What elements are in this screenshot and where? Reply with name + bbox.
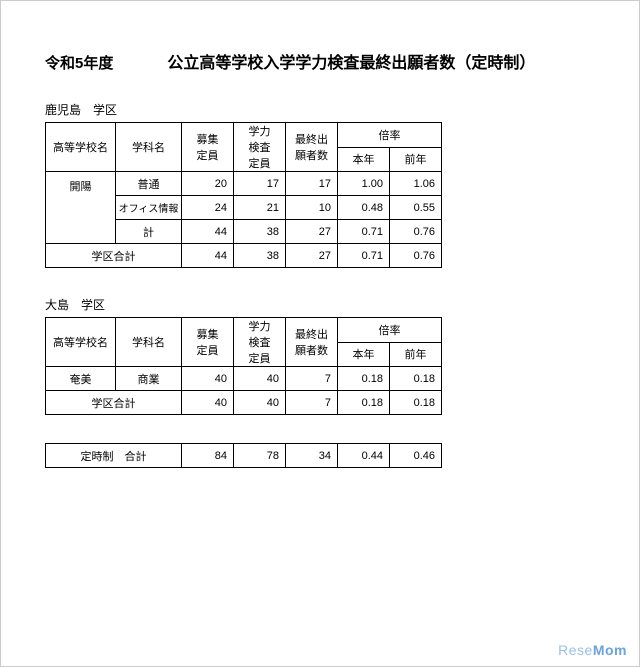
district-table: 高等学校名 学科名 募集 定員 学力 検査 定員 最終出 願者数 倍率 本年 前…: [45, 122, 442, 268]
cell-cy: 0.48: [338, 196, 390, 220]
grand-total-row: 定時制 合計 84 78 34 0.44 0.46: [46, 444, 442, 468]
col-prev-year: 前年: [390, 147, 442, 172]
cell-cy: 0.44: [338, 444, 390, 468]
cell-exam: 40: [234, 391, 286, 415]
cell-apps: 27: [286, 244, 338, 268]
col-ratio: 倍率: [338, 318, 442, 343]
cell-apps: 34: [286, 444, 338, 468]
cell-exam: 78: [234, 444, 286, 468]
era-label: 令和5年度: [45, 52, 113, 73]
cell-dept: 計: [116, 220, 182, 244]
table-row: 開陽 普通 20 17 17 1.00 1.06: [46, 172, 442, 196]
cell-capacity: 40: [182, 391, 234, 415]
cell-total-label: 定時制 合計: [46, 444, 182, 468]
cell-capacity: 20: [182, 172, 234, 196]
col-dept: 学科名: [116, 318, 182, 367]
district-label: 鹿児島 学区: [45, 101, 609, 118]
cell-capacity: 84: [182, 444, 234, 468]
cell-school: 開陽: [46, 172, 116, 244]
cell-apps: 10: [286, 196, 338, 220]
col-capacity: 募集 定員: [182, 123, 234, 172]
cell-py: 0.18: [390, 367, 442, 391]
table-row: 奄美 商業 40 40 7 0.18 0.18: [46, 367, 442, 391]
cell-school: 奄美: [46, 367, 116, 391]
subtotal-row: 学区合計 40 40 7 0.18 0.18: [46, 391, 442, 415]
cell-subtotal-label: 学区合計: [46, 244, 182, 268]
page-title: 公立高等学校入学学力検査最終出願者数（定時制）: [167, 49, 535, 73]
cell-apps: 7: [286, 367, 338, 391]
cell-py: 0.18: [390, 391, 442, 415]
cell-dept: 商業: [116, 367, 182, 391]
cell-capacity: 40: [182, 367, 234, 391]
cell-apps: 17: [286, 172, 338, 196]
cell-py: 0.55: [390, 196, 442, 220]
cell-py: 0.76: [390, 244, 442, 268]
col-capacity: 募集 定員: [182, 318, 234, 367]
cell-cy: 0.18: [338, 391, 390, 415]
cell-py: 0.76: [390, 220, 442, 244]
cell-exam: 40: [234, 367, 286, 391]
col-this-year: 本年: [338, 342, 390, 367]
subtotal-row: 学区合計 44 38 27 0.71 0.76: [46, 244, 442, 268]
cell-py: 0.46: [390, 444, 442, 468]
cell-exam: 21: [234, 196, 286, 220]
cell-cy: 0.18: [338, 367, 390, 391]
col-exam-capacity: 学力 検査 定員: [234, 123, 286, 172]
cell-cy: 0.71: [338, 244, 390, 268]
col-exam-capacity: 学力 検査 定員: [234, 318, 286, 367]
cell-exam: 17: [234, 172, 286, 196]
col-this-year: 本年: [338, 147, 390, 172]
watermark: ReseMom: [558, 642, 627, 658]
cell-apps: 27: [286, 220, 338, 244]
cell-dept: 普通: [116, 172, 182, 196]
col-final-applicants: 最終出 願者数: [286, 318, 338, 367]
grand-total-table: 定時制 合計 84 78 34 0.44 0.46: [45, 443, 442, 468]
watermark-suffix: Mom: [593, 642, 627, 658]
cell-capacity: 44: [182, 244, 234, 268]
cell-capacity: 44: [182, 220, 234, 244]
col-final-applicants: 最終出 願者数: [286, 123, 338, 172]
cell-subtotal-label: 学区合計: [46, 391, 182, 415]
cell-apps: 7: [286, 391, 338, 415]
col-ratio: 倍率: [338, 123, 442, 148]
col-school: 高等学校名: [46, 318, 116, 367]
cell-dept: オフィス情報: [116, 196, 182, 220]
cell-cy: 0.71: [338, 220, 390, 244]
cell-cy: 1.00: [338, 172, 390, 196]
col-prev-year: 前年: [390, 342, 442, 367]
watermark-prefix: Rese: [558, 642, 593, 658]
district-label: 大島 学区: [45, 296, 609, 313]
col-school: 高等学校名: [46, 123, 116, 172]
district-table: 高等学校名 学科名 募集 定員 学力 検査 定員 最終出 願者数 倍率 本年 前…: [45, 317, 442, 415]
cell-exam: 38: [234, 220, 286, 244]
col-dept: 学科名: [116, 123, 182, 172]
cell-exam: 38: [234, 244, 286, 268]
cell-capacity: 24: [182, 196, 234, 220]
cell-py: 1.06: [390, 172, 442, 196]
